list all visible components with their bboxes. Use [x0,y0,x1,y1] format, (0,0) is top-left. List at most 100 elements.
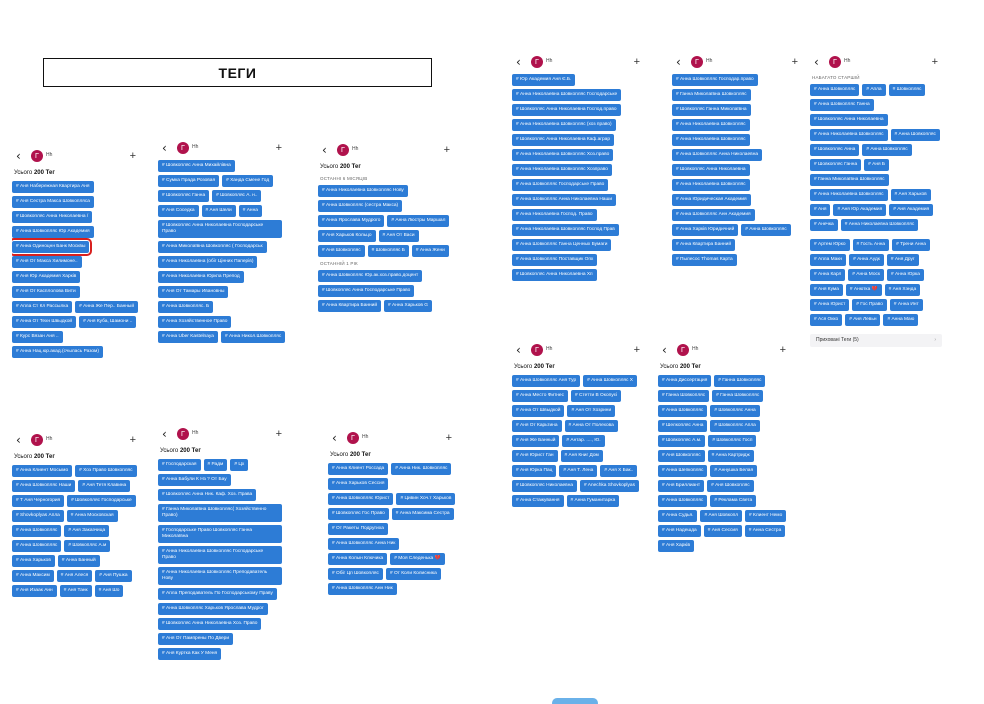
tag-chip[interactable]: # Анна Шовкопляс [862,144,912,156]
chevron-left-icon[interactable]: ‹ [516,55,521,69]
tag-chip[interactable]: # Анна Николаевна Шовкопляс (хоз право) [512,119,616,131]
tag-chip[interactable]: # Анна Судья. [658,510,698,522]
tag-chip[interactable]: # Анна Николаевна Шовкопляс [672,119,750,131]
tag-chip[interactable]: # Аня Набережная Квартира Аня [12,181,94,193]
tag-chip[interactable]: # Анна От Швыдкой [512,405,565,417]
chevron-left-icon[interactable]: ‹ [322,143,327,157]
tag-chip[interactable]: # Аня От Касплолова Вити [12,286,80,298]
tag-chip[interactable]: # Антар. ...., Ю. [562,435,605,447]
tag-chip[interactable]: # Гость Анна [852,239,890,251]
tag-chip[interactable]: # Шовкопляс Б [367,245,409,257]
tag-chip[interactable]: # Анна Шовкопляс [658,405,708,417]
tag-chip[interactable]: # Пылесос Thomas Карта [672,254,737,266]
tag-chip[interactable]: # Анна Шовкопляс Юр Академия [12,226,94,238]
tag-chip[interactable]: # Аня Тетя Клавина [78,480,131,492]
tag-chip[interactable]: # Анна Клиент Мосымо [12,465,73,477]
tag-chip[interactable]: # Анна Максима Сестра [391,508,454,520]
tag-chip[interactable]: # Анна Шовкопляс Анн Ник [328,583,397,595]
tag-chip[interactable]: # Анна Николаевна Шовкопляс Господарське… [158,546,282,564]
plus-icon[interactable]: + [443,144,450,156]
tag-chip[interactable]: # Анна Ник. Шовкопляс [391,463,452,475]
tag-chip[interactable]: # Аня От Макса Хилимоне.. [12,256,82,268]
tag-chip[interactable]: # Анна Шовкопляс Господарське Право [512,179,609,191]
tag-chip[interactable]: # От Коли Колисника [385,568,441,580]
tag-chip[interactable]: # Аня Надешда [658,525,701,537]
tag-chip[interactable]: # Ганна Миколаївна Шовкопляс [810,174,889,186]
avatar[interactable]: Г [829,56,841,68]
tag-chip[interactable]: # Аня Харьков Кольцо [318,230,376,242]
tag-chip[interactable]: # Шовкопляс Ганна Миколаївна [672,104,751,116]
tag-chip[interactable]: # Аня Сессия [703,525,742,537]
tag-chip[interactable]: # Анна От Полехова [564,420,618,432]
plus-icon[interactable]: + [633,344,640,356]
tag-chip[interactable]: # Анна Николаевна Шовкопляс Хоз.право [512,149,614,161]
tag-chip[interactable]: # Аня От Васи [378,230,419,242]
tag-chip[interactable]: # От Ракеты Подругиха [328,523,388,535]
tag-chip[interactable]: # Шовкопляс А.м [64,540,111,552]
tag-chip[interactable]: # Анна Аудк [849,254,884,266]
tag-chip[interactable]: # Анна Шовкопляс Ганна [810,99,874,111]
tag-chip[interactable]: # Анна Инт [889,299,923,311]
tag-chip[interactable]: # Шовкопляс Анна Михайлівна [158,160,235,172]
chevron-left-icon[interactable]: ‹ [16,433,21,447]
tag-chip[interactable]: # Аня Сестра Макса Шовкопляса [12,196,94,208]
tag-chip[interactable]: # Анна Хозяйственное Право [158,316,232,328]
chevron-left-icon[interactable]: ‹ [516,343,521,357]
plus-icon[interactable]: + [445,432,452,444]
tag-chip[interactable]: # Аня Книг Дом [560,450,603,462]
tag-chip[interactable]: # Аня Куртка Как У Меня [158,648,222,660]
tag-chip[interactable]: # Шовкопляс Анна Николаевна Хоз. Право [158,618,262,630]
tag-chip[interactable]: # Анна Шовкопляс Аня Тур [512,375,581,387]
tag-chip[interactable]: # Анна Николаевна Шовкопляс Нову [318,185,408,197]
tag-chip[interactable]: # Анечка [810,219,838,231]
avatar[interactable]: Г [531,56,543,68]
tag-chip[interactable]: # Ганна Шовкопляс [712,390,764,402]
tag-chip[interactable]: # Анна Юрист [810,299,850,311]
tag-chip[interactable]: # Ганна Миколаївна Шовкопляс( Хозяйствен… [158,504,282,522]
tag-chip[interactable]: # Анна Николаевна Шовкопляс [840,219,919,231]
tag-chip[interactable]: # Шовкопляс Апла [710,420,760,432]
tag-chip[interactable]: # Аня Же Банный [512,435,560,447]
tag-chip[interactable]: # Анна Юридическая Академия [672,194,751,206]
chevron-left-icon[interactable]: ‹ [16,149,21,163]
tag-chip[interactable]: # Шовкопляс Господарське [67,495,136,507]
tag-chip[interactable]: # Анна Николаевна Шовкопляс Преподавател… [158,567,282,585]
tag-chip[interactable]: # Анна Карл [810,269,846,281]
tag-chip[interactable]: # Аня От Хозрини [567,405,616,417]
plus-icon[interactable]: + [791,56,798,68]
plus-icon[interactable]: + [779,344,786,356]
tag-chip[interactable]: # Анна Бабули К Нз ? От Бау [158,474,231,486]
tag-chip[interactable]: # Шовкопляс А. н.. [212,190,262,202]
hidden-tags-row[interactable]: Приховані Теги (5) › [810,334,942,347]
tag-chip[interactable]: # Анна Шовкопляс Анн Академия [672,209,755,221]
tag-chip[interactable]: # Anechka Shovkoplyas [580,480,639,492]
tag-chip[interactable]: # Гос Право [852,299,887,311]
tag-chip[interactable]: # Анна Нац.юр.акад.(счылась Разом) [12,346,103,358]
tag-chip[interactable]: # Аня Пушка [95,570,132,582]
tag-chip[interactable]: # Анна Ярослава Мудрого [318,215,385,227]
plus-icon[interactable]: + [633,56,640,68]
tag-chip[interactable]: # Аня Хэнда [884,284,921,296]
tag-chip[interactable]: # Шовкопляс Анна Николаевна Каф.аграр [512,134,615,146]
tag-chip[interactable]: # Анна Шовкопляс Анна Николаевна [672,149,763,161]
tag-chip[interactable]: # Цх [230,459,249,471]
chevron-left-icon[interactable]: ‹ [332,431,337,445]
tag-chip[interactable]: # Аня Б [864,159,890,171]
plus-icon[interactable]: + [275,428,282,440]
tag-chip[interactable]: # Аня Шовкопляс [707,480,754,492]
tag-chip[interactable]: # Анна Шовкопляс Харьков Ярослава Мудрог [158,603,268,615]
tag-chip[interactable]: # Анна Гуманитарка [566,495,620,507]
tag-chip[interactable]: # Анна Юрка [886,269,924,281]
tag-chip[interactable]: # Аня Друг [886,254,919,266]
tag-chip[interactable]: # Юр Академия Аня Є.Б. [512,74,576,86]
tag-chip[interactable]: # Анна Николаевна Господ. Право [512,209,597,221]
tag-chip[interactable]: # Шовкопляс Гос Право [328,508,389,520]
tag-chip[interactable]: # Анна Шовкопляс [810,84,860,96]
tag-chip[interactable]: # Сумка Прада Розовая [158,175,220,187]
tag-chip[interactable]: # Анна Диссертация [658,375,712,387]
scroll-indicator[interactable] [552,698,598,704]
tag-chip[interactable]: # Аня Академия [889,204,934,216]
avatar[interactable]: Г [531,344,543,356]
tag-chip[interactable]: # Обіг Цп Шовкопляс [328,568,383,580]
chevron-left-icon[interactable]: ‹ [662,343,667,357]
